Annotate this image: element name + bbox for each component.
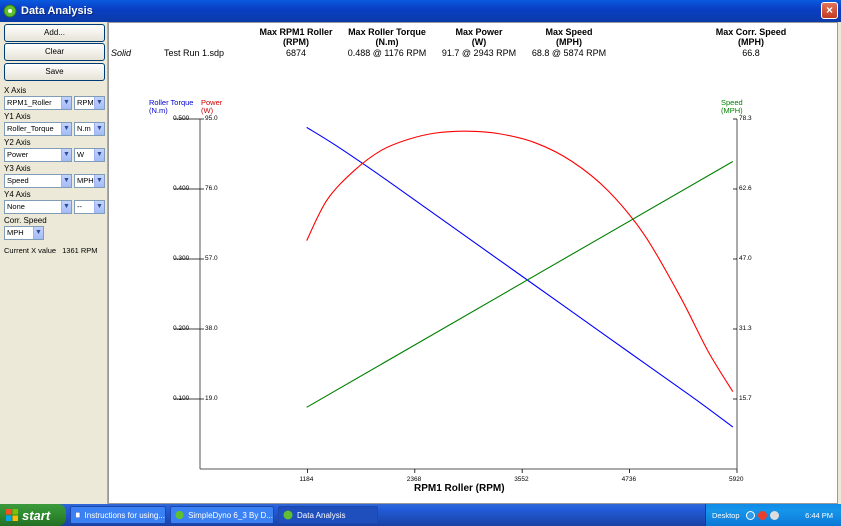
header-max-speed: Max Speed (MPH) (545, 27, 593, 47)
control-panel: Add... Clear Save X Axis RPM1_Roller ▼ RP… (0, 22, 108, 504)
y1-axis-select[interactable]: Roller_Torque ▼ (4, 122, 72, 136)
app-icon (283, 510, 293, 520)
x-tick-label: 3552 (514, 476, 529, 483)
corr-speed-label: Corr. Speed (4, 216, 47, 225)
chevron-down-icon[interactable]: ▼ (61, 201, 71, 213)
security-icon[interactable] (757, 510, 767, 520)
y4-axis-label: Y4 Axis (4, 190, 31, 199)
x-tick-label: 4736 (621, 476, 637, 483)
task-instructions[interactable]: Instructions for using... (70, 506, 166, 524)
title-bar: Data Analysis × (0, 0, 841, 22)
value-max-torque: 0.488 @ 1176 RPM (347, 48, 427, 58)
roller-torque-line (306, 126, 734, 428)
torque-tick-label: 0.200 (173, 325, 190, 332)
y3-axis-unit-select[interactable]: MPH ▼ (74, 174, 105, 188)
speed-tick-label: 15.7 (739, 395, 752, 402)
speed-line (306, 160, 734, 408)
speed-tick-label: 62.6 (739, 185, 752, 192)
app-icon (3, 4, 17, 18)
y2-axis-label: Y2 Axis (4, 138, 31, 147)
y2-axis-unit-select[interactable]: W ▼ (74, 148, 105, 162)
chevron-down-icon[interactable]: ▼ (94, 123, 104, 135)
system-tray: Desktop 6:44 PM (705, 504, 841, 526)
clock: 6:44 PM (805, 510, 833, 520)
x-axis-select[interactable]: RPM1_Roller ▼ (4, 96, 72, 110)
power-tick-label: 38.0 (205, 325, 218, 332)
power-tick-label: 95.0 (205, 115, 218, 122)
value-max-rpm: 6874 (285, 48, 307, 58)
x-axis-unit-select[interactable]: RPM ▼ (74, 96, 105, 110)
speed-axis-title: Speed (MPH) (721, 98, 743, 115)
chevron-down-icon[interactable]: ▼ (94, 149, 104, 161)
value-max-power: 91.7 @ 2943 RPM (441, 48, 517, 58)
document-icon (75, 511, 81, 519)
clear-button[interactable]: Clear (4, 43, 105, 61)
power-axis-title: Power (W) (201, 98, 223, 115)
speed-tick-label: 78.3 (739, 115, 752, 122)
window-title: Data Analysis (21, 5, 93, 17)
speed-tick-label: 31.3 (739, 325, 752, 332)
y2-axis-select[interactable]: Power ▼ (4, 148, 72, 162)
chevron-down-icon[interactable]: ▼ (61, 149, 71, 161)
y4-axis-unit-select[interactable]: -- ▼ (74, 200, 105, 214)
plot-area[interactable]: Max RPM1 Roller (RPM) Max Roller Torque (N… (108, 22, 838, 504)
torque-tick-label: 0.500 (173, 115, 190, 122)
network-icon[interactable] (745, 510, 755, 520)
current-x-readout: Current X value 1361 RPM (4, 246, 98, 255)
torque-axis-title: Roller Torque (N.m) (149, 98, 194, 115)
y3-axis-label: Y3 Axis (4, 164, 31, 173)
y1-axis-label: Y1 Axis (4, 112, 31, 121)
add-button[interactable]: Add... (4, 24, 105, 42)
x-axis-title: RPM1 Roller (RPM) (414, 483, 505, 494)
chevron-down-icon[interactable]: ▼ (33, 227, 43, 239)
desktop-toolbar[interactable]: Desktop (712, 510, 740, 520)
speed-tick-label: 47.0 (739, 255, 752, 262)
chevron-down-icon[interactable]: ▼ (94, 201, 104, 213)
x-tick-label: 5920 (729, 476, 744, 483)
app-icon (175, 510, 184, 520)
chevron-down-icon[interactable]: ▼ (94, 97, 104, 109)
chart-canvas (174, 118, 738, 473)
value-max-speed: 68.8 @ 5874 RPM (531, 48, 607, 58)
chevron-down-icon[interactable]: ▼ (61, 175, 71, 187)
y1-axis-unit-select[interactable]: N.m ▼ (74, 122, 105, 136)
save-button[interactable]: Save (4, 63, 105, 81)
chevron-down-icon[interactable]: ▼ (61, 97, 71, 109)
file-name: Test Run 1.sdp (163, 48, 225, 58)
start-button[interactable]: start (0, 504, 66, 526)
windows-logo-icon (6, 509, 18, 521)
current-x-label: Current X value (4, 246, 57, 255)
chevron-down-icon[interactable]: ▼ (94, 175, 104, 187)
close-button[interactable]: × (821, 2, 838, 19)
x-tick-label: 2368 (406, 476, 422, 483)
header-max-corr-speed: Max Corr. Speed (MPH) (715, 27, 787, 47)
power-tick-label: 76.0 (205, 185, 218, 192)
chevron-down-icon[interactable]: ▼ (61, 123, 71, 135)
task-simpledyno[interactable]: SimpleDyno 6_3 By D... (170, 506, 274, 524)
header-max-power: Max Power (W) (455, 27, 503, 47)
task-data-analysis[interactable]: Data Analysis (278, 506, 378, 524)
taskbar: start Instructions for using... SimpleDy… (0, 504, 841, 526)
torque-tick-label: 0.300 (173, 255, 190, 262)
power-tick-label: 57.0 (205, 255, 218, 262)
x-axis-label: X Axis (4, 86, 27, 95)
volume-icon[interactable] (769, 510, 779, 520)
torque-tick-label: 0.400 (173, 185, 190, 192)
x-tick-label: 1184 (299, 476, 314, 483)
line-style-label: Solid (111, 48, 132, 58)
y4-axis-select[interactable]: None ▼ (4, 200, 72, 214)
torque-tick-label: 0.100 (173, 395, 190, 402)
value-max-corr-speed: 66.8 (742, 48, 760, 58)
power-tick-label: 19.0 (205, 395, 218, 402)
current-x-value: 1361 RPM (62, 246, 98, 255)
y3-axis-select[interactable]: Speed ▼ (4, 174, 72, 188)
power-line (306, 130, 734, 392)
corr-speed-select[interactable]: MPH ▼ (4, 226, 44, 240)
header-max-rpm: Max RPM1 Roller (RPM) (259, 27, 333, 47)
header-max-torque: Max Roller Torque (N.m) (348, 27, 426, 47)
